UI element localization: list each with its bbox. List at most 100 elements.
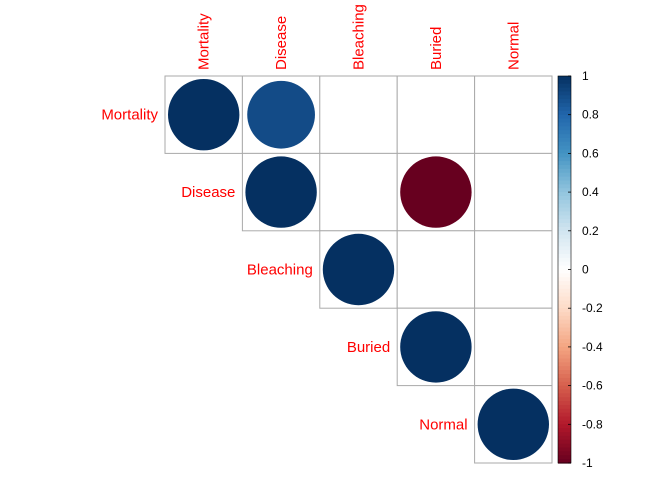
colorbar-segment [558, 192, 571, 197]
colorbar-segment [558, 134, 571, 139]
colorbar-segment [558, 83, 571, 89]
colorbar-tick-label: -0.6 [582, 379, 603, 393]
colorbar-segment [558, 161, 571, 166]
colorbar-segment [558, 122, 571, 127]
colorbar-segment [558, 362, 571, 367]
colorbar-segment [558, 257, 571, 263]
corr-circle-normal-normal [477, 388, 549, 460]
colorbar-segment [558, 296, 571, 302]
colorbar-segment [558, 346, 571, 352]
colorbar-segment [558, 385, 571, 391]
colorbar-tick-label: -0.4 [582, 340, 603, 354]
colorbar-segment [558, 455, 571, 460]
colorbar-segment [558, 250, 571, 255]
colorbar-segment [558, 335, 571, 340]
grid-cell-disease-bleaching [319, 152, 398, 232]
colorbar-segment [558, 207, 571, 213]
colorbar-segment [558, 339, 571, 344]
colorbar-segment [558, 238, 571, 244]
colorbar-segment [558, 370, 571, 375]
row-label-normal: Normal [419, 416, 467, 433]
colorbar-segment [558, 172, 571, 178]
colorbar-segment [558, 443, 571, 449]
corr-circle-buried-buried [400, 311, 472, 383]
colorbar-segment [558, 277, 571, 282]
colorbar-segment [558, 381, 571, 387]
column-label-normal: Normal [505, 22, 522, 70]
grid-cell-mortality-bleaching [319, 75, 398, 154]
colorbar-segment [558, 312, 571, 317]
colorbar-segment [558, 76, 571, 81]
colorbar-segment [558, 226, 571, 232]
colorbar-segment [558, 234, 571, 240]
colorbar-segment [558, 416, 571, 422]
colorbar-segment [558, 350, 571, 356]
colorbar-segment [558, 103, 571, 108]
colorbar-segment [558, 149, 571, 154]
colorbar-segment [558, 327, 571, 333]
colorbar-segment [558, 269, 571, 274]
colorbar-tick-label: 0.8 [582, 108, 599, 122]
colorbar-segment [558, 304, 571, 309]
colorbar-segment [558, 308, 571, 313]
colorbar-segment [558, 439, 571, 445]
colorbar-segment [558, 288, 571, 294]
colorbar-tick-label: 0 [582, 263, 589, 277]
colorbar-segment [558, 300, 571, 305]
colorbar-segment [558, 397, 571, 402]
colorbar-segment [558, 114, 571, 120]
colorbar-tick-label: 0.4 [582, 185, 599, 199]
colorbar-segment [558, 87, 571, 93]
colorbar-segment [558, 401, 571, 406]
colorbar-segment [558, 203, 571, 209]
colorbar-segment [558, 404, 571, 410]
colorbar-segment [558, 366, 571, 371]
row-label-buried: Buried [347, 339, 390, 356]
colorbar-segment [558, 145, 571, 151]
colorbar-segment [558, 137, 571, 143]
colorbar-segment [558, 273, 571, 278]
grid-cell-buried-normal [474, 307, 553, 387]
colorbar-segment [558, 219, 571, 224]
grid-cell-disease-normal [474, 152, 553, 232]
colorbar-tick-label: 0.2 [582, 224, 599, 238]
grid-cell-bleaching-normal [474, 230, 553, 309]
colorbar-segment [558, 389, 571, 394]
colorbar-segment [558, 420, 571, 425]
colorbar-segment [558, 315, 571, 321]
corr-circle-bleaching-bleaching [322, 233, 395, 306]
colorbar-segment [558, 91, 571, 96]
column-label-buried: Buried [428, 27, 445, 70]
colorbar-segment [558, 184, 571, 189]
colorbar-tick-label: -0.2 [582, 301, 603, 315]
colorbar-segment [558, 281, 571, 286]
colorbar-segment [558, 126, 571, 131]
colorbar-segment [558, 168, 571, 174]
grid-cell-bleaching-buried [396, 230, 476, 309]
colorbar-segment [558, 165, 571, 170]
colorbar-segment [558, 331, 571, 336]
colorbar-segment [558, 319, 571, 325]
column-label-mortality: Mortality [196, 13, 213, 70]
row-label-bleaching: Bleaching [247, 262, 313, 279]
grid-cell-mortality-buried [396, 75, 476, 154]
colorbar-segment [558, 432, 571, 437]
colorbar-segment [558, 424, 571, 429]
colorbar-segment [558, 459, 571, 464]
colorbar-segment [558, 435, 571, 441]
colorbar-segment [558, 373, 571, 379]
corr-circle-mortality-disease [247, 80, 315, 149]
colorbar-segment [558, 195, 571, 201]
colorbar-segment [558, 408, 571, 414]
row-label-mortality: Mortality [101, 107, 158, 124]
colorbar-segment [558, 188, 571, 193]
row-label-disease: Disease [181, 184, 235, 201]
column-label-bleaching: Bleaching [351, 4, 368, 70]
colorbar-segment [558, 428, 571, 433]
colorbar-segment [558, 412, 571, 418]
colorbar-segment [558, 242, 571, 247]
grid-cell-mortality-normal [474, 75, 553, 154]
colorbar-segment [558, 176, 571, 182]
